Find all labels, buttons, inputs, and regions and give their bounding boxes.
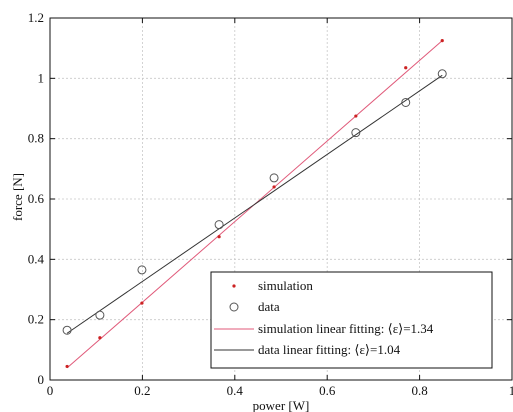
data-point	[437, 69, 447, 79]
y-tick-label: 0	[38, 372, 45, 387]
data-point	[137, 265, 147, 275]
simulation-point	[272, 185, 276, 189]
y-tick-label: 0.4	[28, 251, 45, 266]
legend-simulation-marker	[232, 284, 236, 288]
legend-data-marker	[229, 302, 239, 312]
fit-lines	[66, 40, 443, 369]
data-fit-line	[66, 74, 443, 334]
x-tick-label: 0.6	[319, 383, 336, 398]
data-point	[269, 173, 279, 183]
simulation-point	[440, 39, 444, 43]
simulation-point	[98, 336, 102, 340]
grid	[50, 18, 512, 380]
y-tick-label: 1.2	[28, 10, 44, 25]
x-tick-label: 0.8	[411, 383, 427, 398]
data-point	[214, 220, 224, 230]
simulation-point	[404, 66, 408, 70]
y-tick-label: 0.8	[28, 131, 44, 146]
legend: simulation data simulation linear fittin…	[210, 271, 493, 369]
x-tick-label: 1	[509, 383, 513, 398]
simulation-point	[140, 301, 144, 305]
data-point	[401, 97, 411, 107]
data-points	[62, 39, 447, 369]
simulation-point	[354, 114, 358, 118]
tick-labels: 0 0.2 0.4 0.6 0.8 1 0 0.2 0.4 0.6 0.8 1 1.2	[28, 10, 513, 398]
y-tick-label: 0.2	[28, 312, 44, 327]
simulation-point	[217, 235, 221, 239]
data-point	[62, 325, 72, 335]
y-tick-label: 1	[38, 70, 45, 85]
legend-data-fit-label: data linear fitting: ⟨ε⟩=1.04	[258, 342, 401, 357]
simulation-point	[65, 364, 69, 369]
x-axis-label: power [W]	[253, 398, 310, 412]
y-tick-label: 0.6	[28, 191, 45, 206]
x-tick-label: 0.2	[134, 383, 150, 398]
x-tick-label: 0.4	[227, 383, 244, 398]
ticks	[49, 17, 513, 381]
legend-simulation-fit-label: simulation linear fitting: ⟨ε⟩=1.34	[258, 321, 434, 336]
legend-box	[210, 271, 493, 369]
data-point	[95, 310, 105, 320]
x-tick-label: 0	[47, 383, 54, 398]
y-axis-label: force [N]	[10, 173, 25, 221]
legend-data-label: data	[258, 299, 280, 314]
legend-simulation-label: simulation	[258, 278, 313, 293]
data-point	[351, 128, 361, 138]
